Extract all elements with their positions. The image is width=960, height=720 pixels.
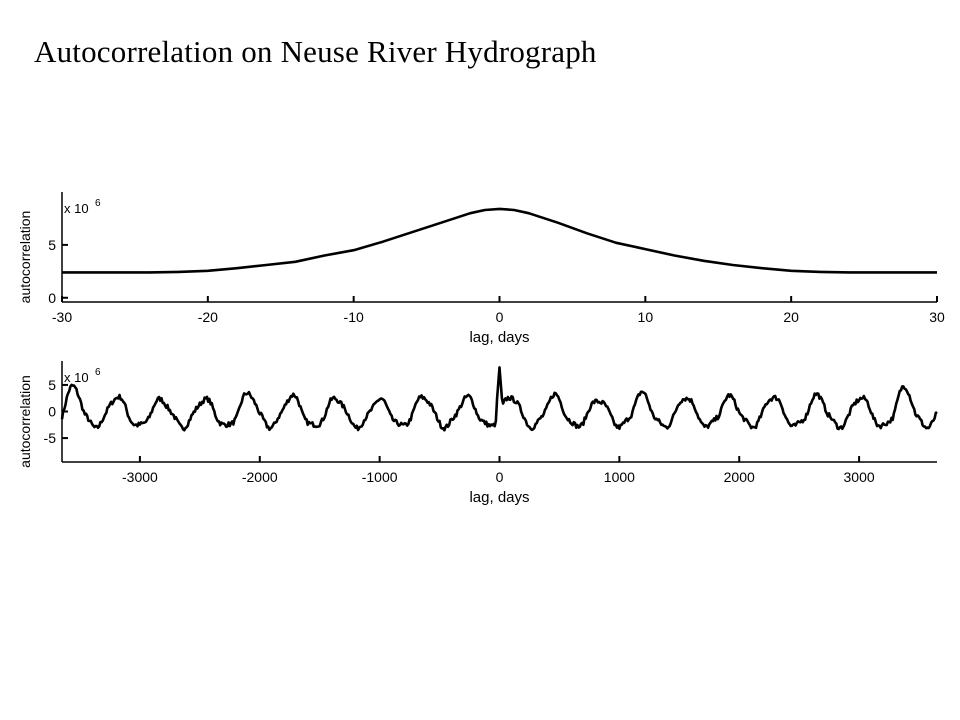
y-exponent-power: 6 — [95, 198, 101, 209]
autocorrelation-series-line — [60, 366, 938, 432]
y-axis-label: autocorrelation — [17, 375, 33, 468]
x-tick-label: 0 — [496, 469, 504, 485]
y-exponent-power: 6 — [95, 367, 101, 378]
x-axis-label: lag, days — [469, 329, 529, 346]
x-tick-label: 3000 — [844, 469, 875, 485]
x-tick-label: 30 — [929, 309, 945, 325]
bottom-autocorrelation-chart: -3000 -2000 -1000 0 1000 2000 3000 5 0 -5 x 10 6 lag… — [17, 361, 938, 506]
x-tick-label: 0 — [496, 309, 504, 325]
y-tick-label: 5 — [48, 377, 56, 393]
page-title: Autocorrelation on Neuse River Hydrograp… — [34, 34, 597, 69]
x-tick-label: -2000 — [242, 469, 278, 485]
y-axis-label: autocorrelation — [17, 211, 33, 304]
y-tick-label: 5 — [48, 237, 56, 253]
x-tick-label: -3000 — [122, 469, 158, 485]
autocorrelation-series-line — [62, 207, 937, 274]
x-tick-label: 1000 — [604, 469, 635, 485]
x-tick-label: -1000 — [362, 469, 398, 485]
y-tick-label: -5 — [44, 430, 57, 446]
y-exponent-label: x 10 — [64, 370, 89, 385]
x-axis-label: lag, days — [469, 489, 529, 506]
top-autocorrelation-chart: -30 -20 -10 0 10 20 30 0 5 x 10 6 lag, days autocorr… — [17, 192, 945, 346]
x-tick-label: 10 — [638, 309, 654, 325]
x-tick-label: 2000 — [724, 469, 755, 485]
x-tick-label: -30 — [52, 309, 72, 325]
x-tick-label: -10 — [344, 309, 364, 325]
x-tick-label: 20 — [783, 309, 799, 325]
y-exponent-label: x 10 — [64, 201, 89, 216]
y-tick-label: 0 — [48, 404, 56, 420]
x-tick-label: -20 — [198, 309, 218, 325]
y-tick-label: 0 — [48, 290, 56, 306]
